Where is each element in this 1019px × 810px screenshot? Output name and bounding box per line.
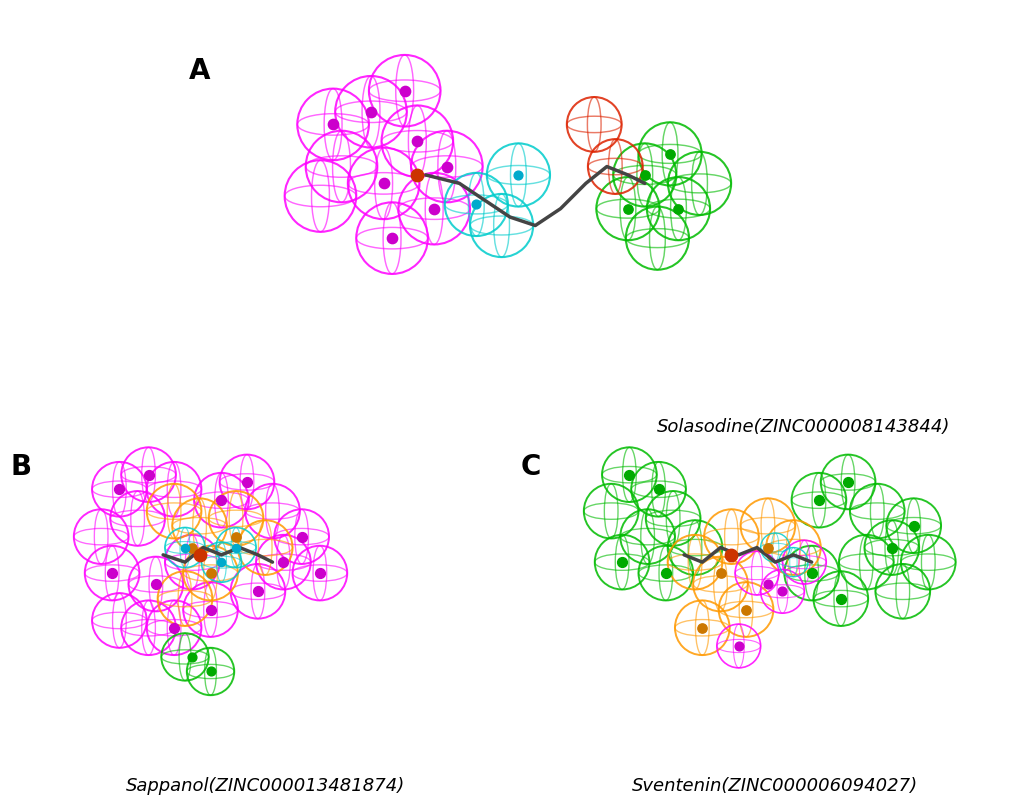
Point [375, 177, 391, 190]
Point [759, 578, 775, 590]
Point [111, 483, 127, 496]
Point [737, 603, 753, 616]
Point [650, 483, 666, 496]
Point [202, 665, 218, 678]
Point [250, 585, 266, 598]
Point [227, 541, 244, 554]
Point [621, 468, 637, 481]
Point [104, 567, 120, 580]
Point [202, 603, 218, 616]
Text: Solasodine(ZINC000008143844): Solasodine(ZINC000008143844) [656, 418, 950, 436]
Point [426, 202, 442, 215]
Point [882, 541, 899, 554]
Point [669, 202, 686, 215]
Point [730, 640, 746, 653]
Point [468, 198, 484, 211]
Text: Sventenin(ZINC000006094027): Sventenin(ZINC000006094027) [632, 778, 917, 795]
Point [711, 567, 728, 580]
Point [409, 134, 425, 147]
Point [839, 475, 855, 488]
Text: B: B [10, 453, 32, 481]
Point [694, 621, 710, 634]
Point [438, 160, 454, 173]
Point [213, 556, 229, 569]
Point [613, 556, 630, 569]
Point [657, 567, 674, 580]
Point [238, 475, 255, 488]
Point [227, 531, 244, 544]
Text: Sappanol(ZINC000013481874): Sappanol(ZINC000013481874) [125, 778, 405, 795]
Point [383, 232, 399, 245]
Point [312, 567, 328, 580]
Point [176, 541, 193, 554]
Point [510, 168, 526, 181]
Point [184, 541, 201, 554]
Point [148, 578, 164, 590]
Point [905, 519, 921, 532]
Point [184, 650, 201, 663]
Point [213, 494, 229, 507]
Point [192, 548, 208, 561]
Point [141, 468, 157, 481]
Point [636, 168, 652, 181]
Point [202, 567, 218, 580]
Point [810, 494, 826, 507]
Point [620, 202, 636, 215]
Point [661, 147, 678, 160]
Point [409, 168, 425, 181]
Point [722, 548, 739, 561]
Point [396, 84, 413, 97]
Point [363, 105, 379, 118]
Point [166, 621, 182, 634]
Point [803, 567, 819, 580]
Text: C: C [520, 453, 540, 481]
Point [293, 531, 310, 544]
Point [832, 592, 848, 605]
Point [325, 118, 341, 131]
Point [275, 556, 291, 569]
Text: A: A [189, 57, 210, 85]
Point [759, 541, 775, 554]
Point [773, 585, 790, 598]
